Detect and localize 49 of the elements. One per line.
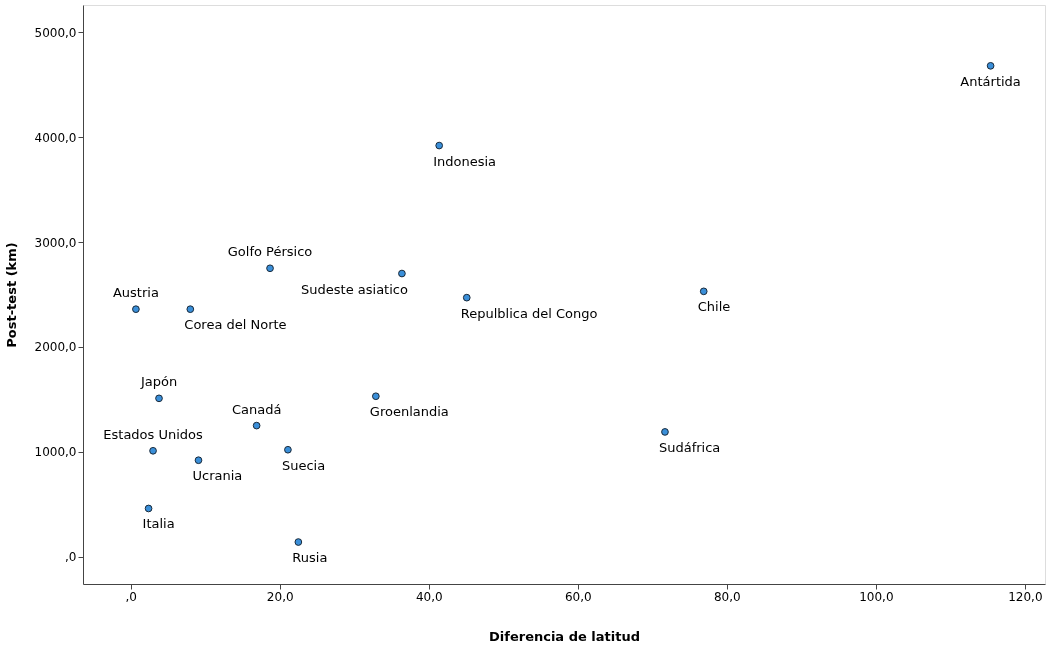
y-tick-label: 5000,0 xyxy=(34,25,77,40)
point xyxy=(294,538,303,546)
point xyxy=(186,305,195,314)
x-tick-label: ,0 xyxy=(125,589,137,604)
point xyxy=(699,287,708,296)
y-tick-label: 1000,0 xyxy=(34,445,77,460)
annotation: Italia xyxy=(142,516,175,532)
y-tick-label: 2000,0 xyxy=(34,340,77,355)
annotation: Sudeste asiatico xyxy=(301,281,408,297)
annotation: Rusia xyxy=(292,550,328,566)
x-tick-label: 40,0 xyxy=(415,589,443,604)
y-tick-label: 3000,0 xyxy=(34,235,77,250)
annotation: Indonesia xyxy=(433,153,497,169)
point xyxy=(144,504,153,513)
annotation: Suecia xyxy=(281,457,326,473)
y-tick-label: ,0 xyxy=(65,550,77,565)
point xyxy=(132,305,140,314)
annotation: Groenlandia xyxy=(369,404,449,420)
x-axis-title: Diferencia de latitud xyxy=(489,628,640,644)
annotation: Chile xyxy=(697,299,731,315)
point xyxy=(435,141,444,150)
point xyxy=(252,421,261,430)
x-tick-label: 60,0 xyxy=(564,589,592,604)
x-tick-label: 80,0 xyxy=(713,589,741,604)
annotation: Estados Unidos xyxy=(103,426,204,442)
annotation: Ucrania xyxy=(192,468,243,484)
point xyxy=(155,394,163,403)
y-tick-label: 4000,0 xyxy=(34,130,77,145)
y-axis-title: Post-test (km) xyxy=(3,242,19,348)
annotation: Golfo Pérsico xyxy=(227,244,313,260)
x-tick-label: 100,0 xyxy=(859,589,894,604)
annotation: Corea del Norte xyxy=(184,317,287,333)
annotation: Japón xyxy=(139,374,178,390)
annotation: Antártida xyxy=(960,73,1021,89)
annotation: Austria xyxy=(112,285,159,301)
x-tick-label: 20,0 xyxy=(266,589,294,604)
annotation: Canadá xyxy=(231,401,282,417)
point xyxy=(284,445,292,454)
point xyxy=(149,446,157,455)
point xyxy=(266,264,274,273)
point xyxy=(371,392,380,401)
point xyxy=(398,269,406,278)
annotation: Repulblica del Congo xyxy=(460,305,598,321)
annotation: Sudáfrica xyxy=(658,439,721,455)
point xyxy=(986,61,995,70)
point xyxy=(194,456,203,465)
point xyxy=(661,428,669,436)
point xyxy=(462,293,471,302)
x-tick-label: 120,0 xyxy=(1008,589,1043,604)
